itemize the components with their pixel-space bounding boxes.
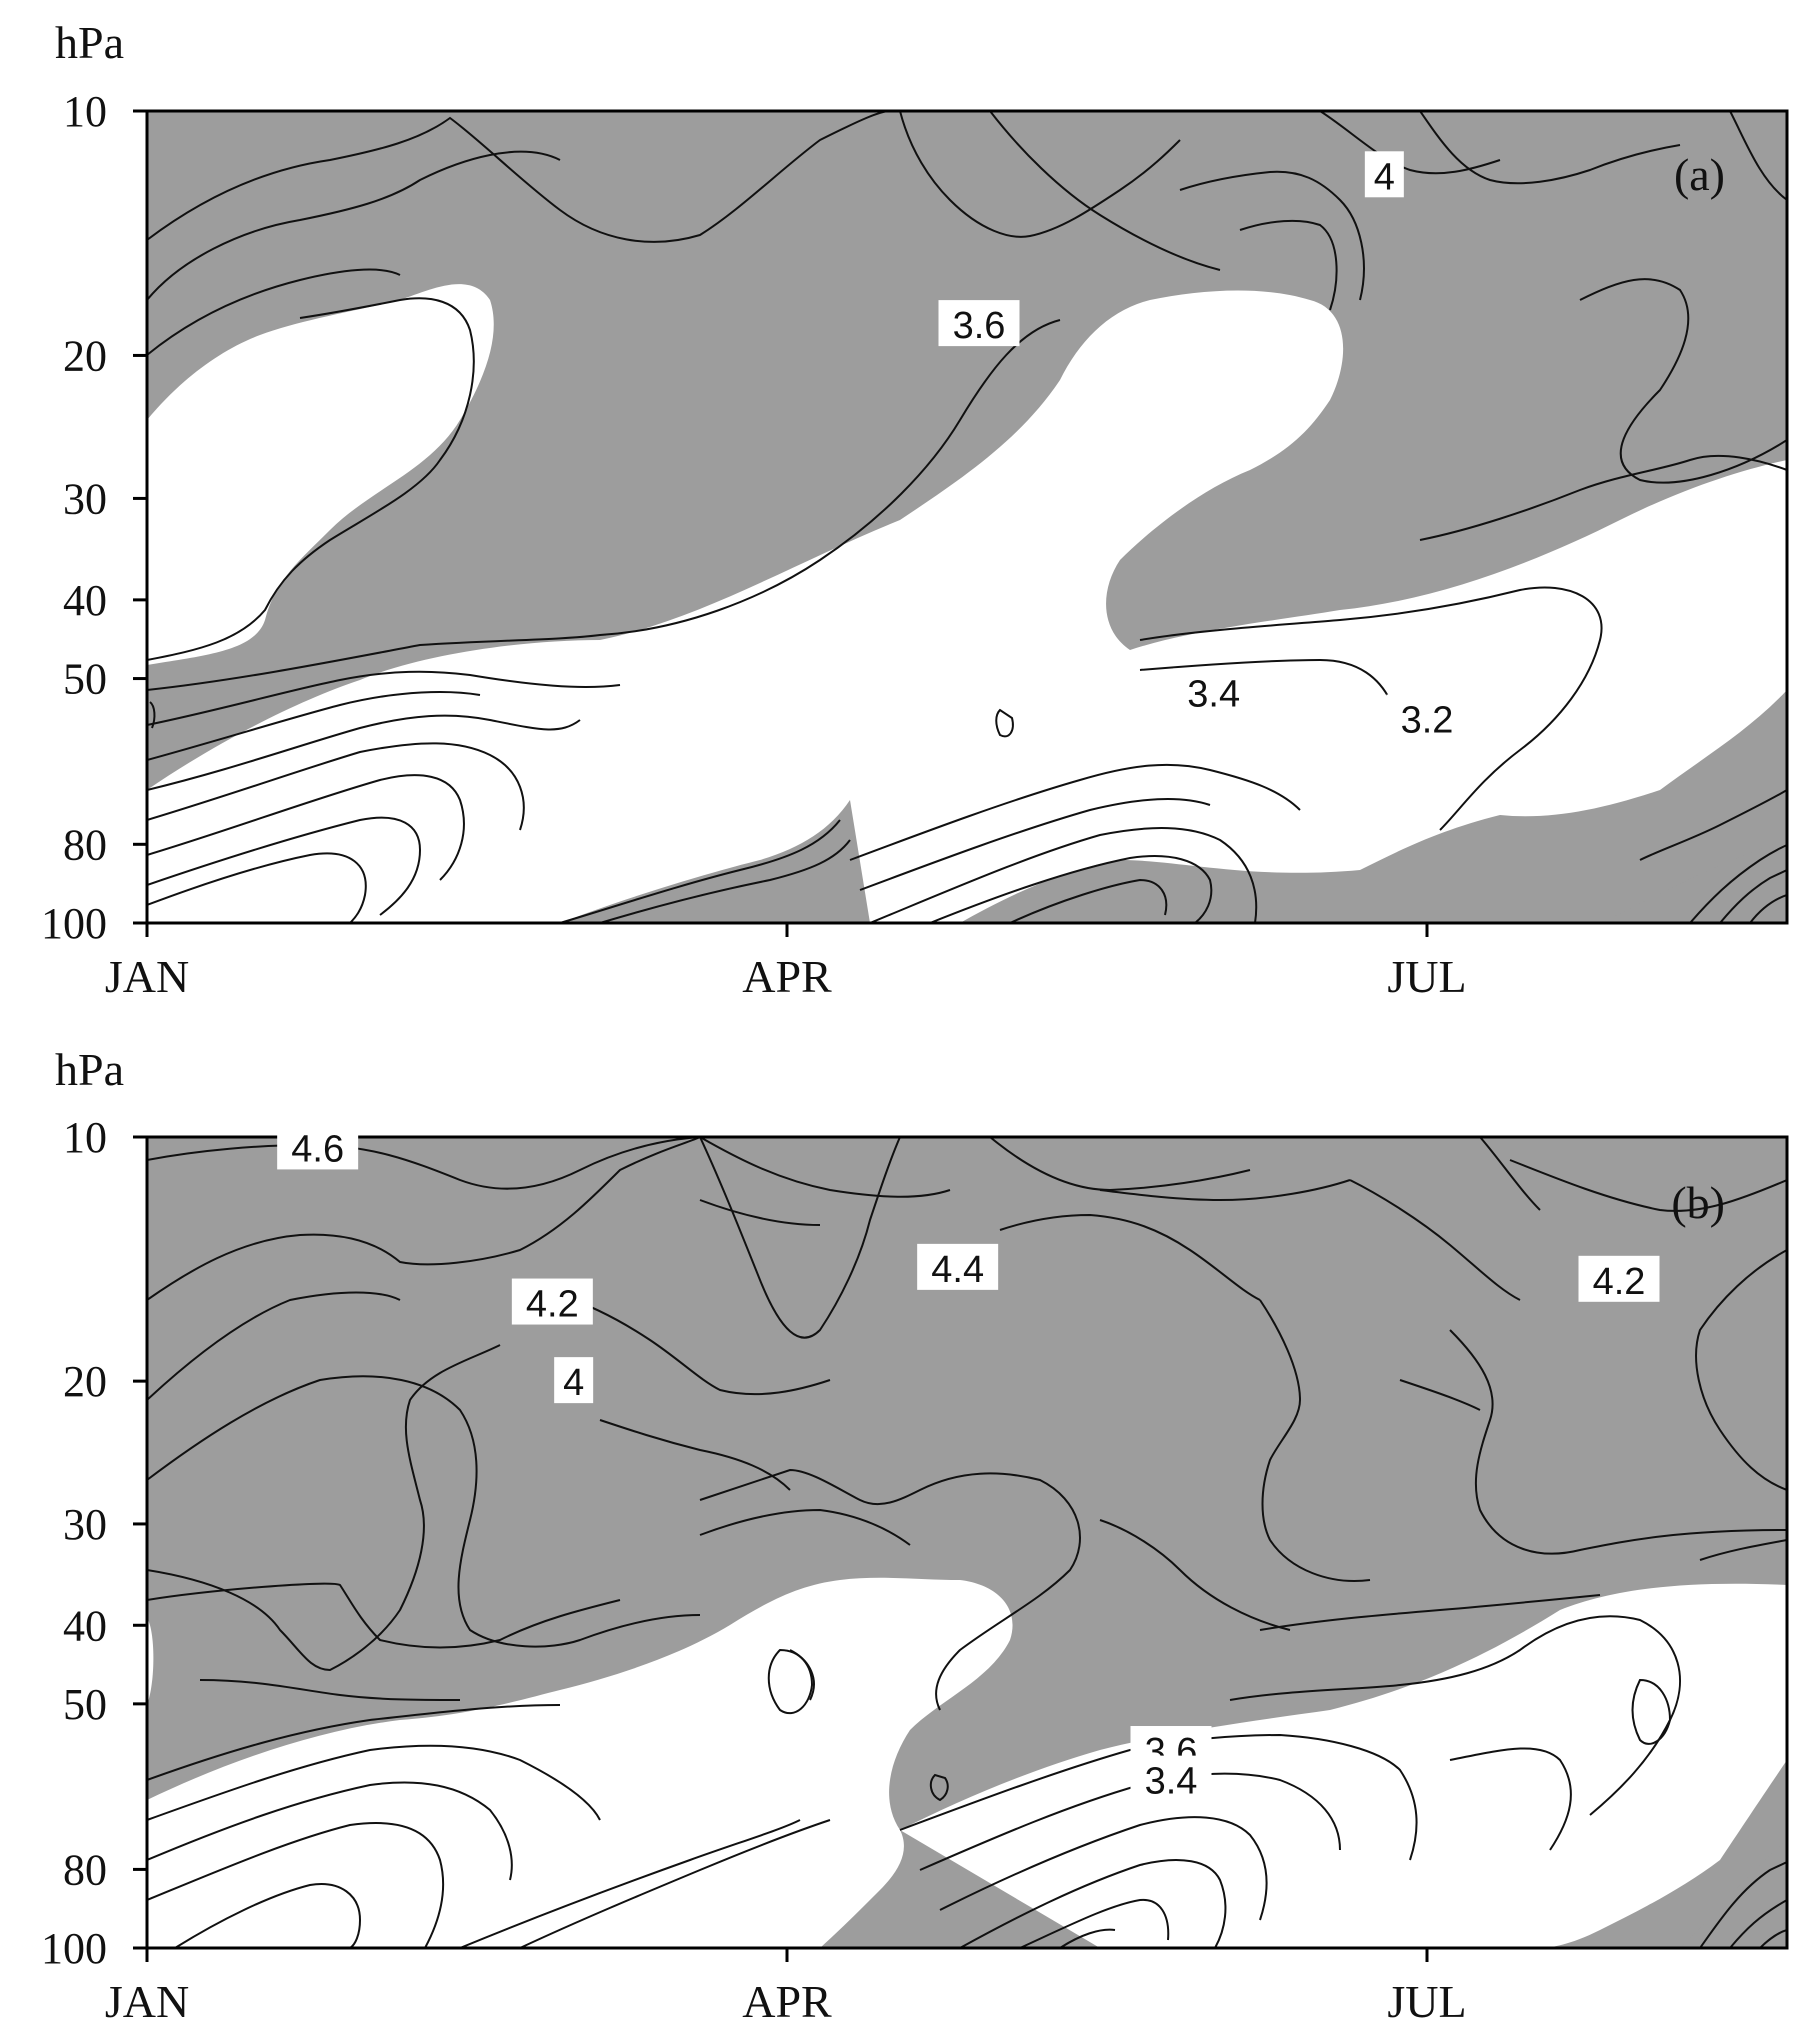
- low-region-a2: [147, 290, 1787, 923]
- x-axis-a: JANAPRJULOCTJANAPRJULOCT: [105, 923, 1467, 1002]
- x-tick-label: JUL: [1387, 1976, 1466, 2027]
- contour-label-box: [1173, 668, 1255, 715]
- y-axis-title-a: hPa: [55, 17, 124, 68]
- contour-label: 4: [563, 1362, 584, 1404]
- plot-frame-a: [145, 109, 1789, 925]
- y-tick-label: 20: [63, 331, 107, 380]
- contour-label: 4: [1374, 156, 1395, 198]
- contour-label: 4.2: [526, 1284, 579, 1326]
- contour-label-box: [938, 300, 1020, 347]
- chart-panel-b: 4.64.64.44.44.24.24.24.2443.83.643.83.63…: [41, 1044, 1789, 2027]
- contour-label: 3.6: [953, 305, 1006, 347]
- contour-label-box: [554, 1357, 594, 1404]
- shaded-region-b2: [1680, 1840, 1787, 1948]
- contour-label-box: [1364, 151, 1404, 198]
- shaded-region-b1: [820, 1830, 1100, 1948]
- y-tick-label: 30: [63, 1500, 107, 1549]
- y-axis-b: 10 20 30 40 50 80 100: [41, 1113, 147, 1973]
- plot-frame-b: [145, 1135, 1789, 1950]
- contour-label-box: [277, 1123, 359, 1170]
- contour-label-box: [1130, 1755, 1212, 1802]
- panel-label-b: (b): [1671, 1177, 1725, 1228]
- contour-label: 4.4: [931, 1249, 984, 1291]
- contour-label-box: [1386, 694, 1468, 741]
- low-region-a1: [147, 284, 494, 665]
- contour-labels-b: 4.64.64.44.44.24.24.24.2443.83.643.83.63…: [277, 1123, 1660, 1803]
- y-axis-title-b: hPa: [55, 1044, 124, 1095]
- shaded-region-a1: [560, 800, 870, 923]
- plot-area-a: [147, 111, 1787, 923]
- low-region-b1: [147, 1577, 1787, 1948]
- x-axis-b: JANAPRJULOCTJANAPRJULOCT: [105, 1948, 1467, 2027]
- y-tick-label: 10: [63, 87, 107, 136]
- y-tick-label: 30: [63, 474, 107, 523]
- x-tick-label: JUL: [1387, 951, 1466, 1002]
- y-tick-label: 50: [63, 655, 107, 704]
- y-axis-a: 10 20 30 40 50 80 100: [41, 87, 147, 948]
- low-region-b2: [147, 1618, 154, 1705]
- contour-label-box: [917, 1243, 999, 1290]
- contour-label: 4.6: [291, 1128, 344, 1170]
- contour-label: 3.4: [1145, 1761, 1198, 1803]
- x-tick-label: APR: [742, 1976, 832, 2027]
- x-tick-label: JAN: [105, 951, 189, 1002]
- contour-lines-b: [147, 1137, 1787, 1948]
- contour-label: 3.4: [1187, 673, 1240, 715]
- y-tick-label: 80: [63, 820, 107, 869]
- x-tick-label: APR: [742, 951, 832, 1002]
- y-tick-label: 10: [63, 1113, 107, 1162]
- y-tick-label: 40: [63, 1601, 107, 1650]
- contour-label: 4.2: [1593, 1261, 1646, 1303]
- contour-label-box: [511, 1278, 593, 1325]
- y-tick-label: 100: [41, 899, 107, 948]
- y-tick-label: 20: [63, 1357, 107, 1406]
- y-tick-label: 50: [63, 1680, 107, 1729]
- panel-label-a: (a): [1674, 149, 1725, 200]
- y-tick-label: 40: [63, 576, 107, 625]
- y-tick-label: 80: [63, 1845, 107, 1894]
- contour-lines-a: [147, 111, 1787, 923]
- contour-label: 3.2: [1401, 700, 1454, 742]
- chart-panel-a: 44.23.843.63.6443.43.43.23.233.8 (a) 102…: [41, 17, 1789, 1002]
- contour-labels-a: 44.23.843.63.6443.43.43.23.233.8: [938, 151, 1468, 742]
- y-tick-label: 100: [41, 1924, 107, 1973]
- x-tick-label: JAN: [105, 1976, 189, 2027]
- contour-label-box: [1578, 1255, 1660, 1302]
